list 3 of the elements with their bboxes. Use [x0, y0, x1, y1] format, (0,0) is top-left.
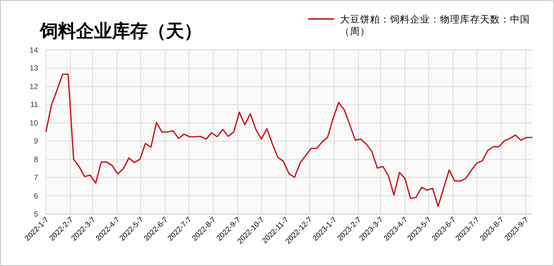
line-series — [45, 74, 533, 207]
legend-label: 大豆饼粕：饲料企业：物理库存天数：中国（周） — [340, 14, 530, 38]
chart-title: 饲料企业库存（天） — [39, 21, 202, 42]
